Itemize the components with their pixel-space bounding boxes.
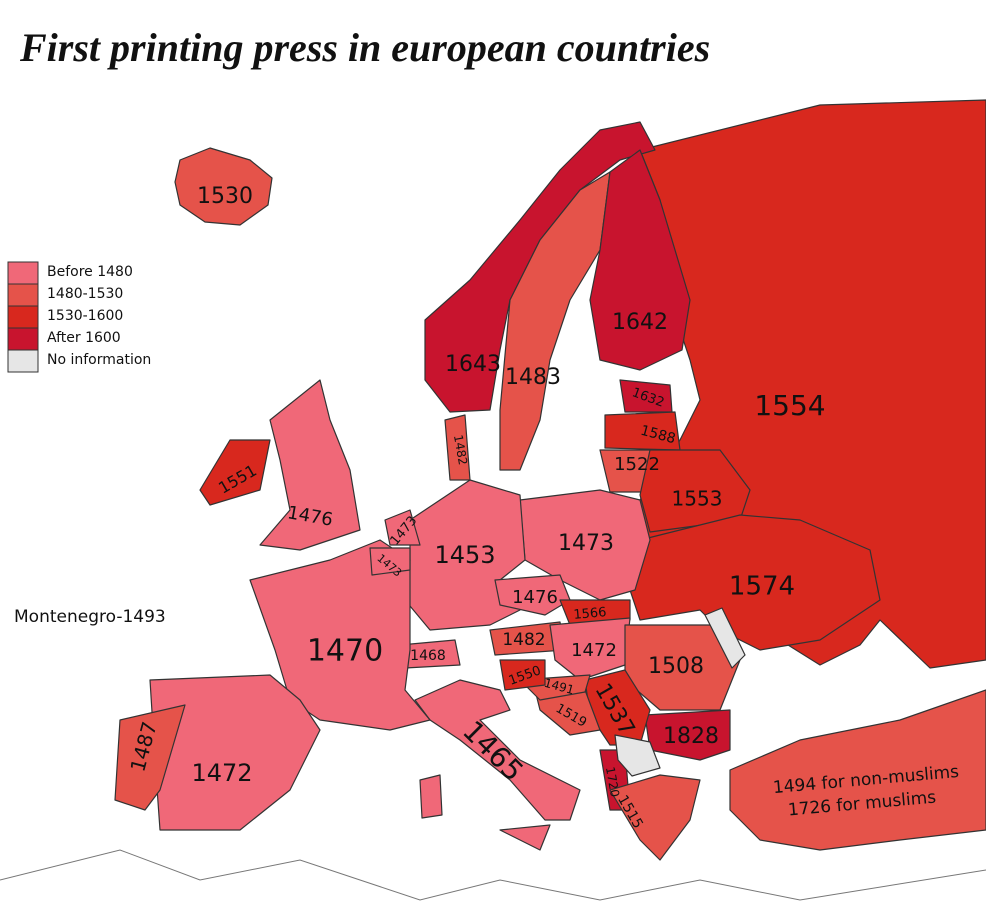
country bbox=[369, 547, 411, 576]
country-label: 1472 bbox=[191, 759, 252, 787]
country bbox=[114, 704, 186, 811]
country bbox=[589, 149, 691, 371]
country-label: 1522 bbox=[614, 454, 660, 475]
country-label: 1530 bbox=[197, 184, 253, 209]
country bbox=[499, 171, 611, 471]
title: First printing press in european countri… bbox=[19, 25, 710, 70]
legend-swatch bbox=[7, 261, 39, 285]
legend-swatch bbox=[7, 305, 39, 329]
legend-label: No information bbox=[47, 352, 151, 368]
country-label: 1720 bbox=[603, 766, 622, 799]
country-label: 1482 bbox=[502, 630, 545, 650]
country bbox=[549, 617, 631, 681]
country-label: 1473 bbox=[558, 531, 614, 556]
moldova bbox=[704, 607, 746, 669]
country bbox=[424, 121, 656, 413]
legend-swatch bbox=[7, 349, 39, 373]
legend-swatch bbox=[7, 283, 39, 307]
note: Montenegro-1493 bbox=[14, 607, 166, 627]
country-label: 1566 bbox=[573, 605, 607, 623]
country bbox=[444, 414, 471, 481]
country-label: 1476 bbox=[512, 587, 558, 608]
country bbox=[384, 509, 421, 546]
turkey bbox=[729, 689, 986, 851]
country-label: 1553 bbox=[672, 487, 723, 511]
legend: Before 1480 1480-1530 1530-1600 After 1600 N… bbox=[7, 261, 151, 373]
country-label: 1472 bbox=[571, 640, 617, 661]
no-information-areas bbox=[614, 607, 746, 777]
country bbox=[499, 659, 546, 691]
countries bbox=[114, 99, 986, 861]
coast-line bbox=[0, 849, 986, 901]
country-label: 1453 bbox=[434, 541, 495, 569]
country bbox=[494, 574, 571, 616]
legend-label: 1480-1530 bbox=[47, 286, 123, 302]
country bbox=[629, 514, 881, 651]
country-label: 1643 bbox=[445, 352, 501, 377]
country-label: 1828 bbox=[663, 724, 719, 749]
country-label: 1470 bbox=[307, 634, 383, 669]
legend-label: Before 1480 bbox=[47, 264, 133, 280]
country bbox=[259, 379, 361, 551]
country bbox=[609, 774, 701, 861]
country-label: 1554 bbox=[754, 389, 825, 422]
legend-label: 1530-1600 bbox=[47, 308, 123, 324]
macedonia-kosovo bbox=[614, 734, 661, 777]
country-label: 1508 bbox=[648, 654, 704, 679]
country bbox=[174, 147, 273, 226]
country bbox=[519, 489, 651, 601]
legend-swatch bbox=[7, 327, 39, 351]
country bbox=[199, 439, 271, 506]
country-label: 1574 bbox=[729, 572, 795, 602]
country-label: 1482 bbox=[451, 434, 470, 467]
country-label: 1483 bbox=[505, 365, 561, 390]
legend-label: After 1600 bbox=[47, 330, 121, 346]
country-label: 1642 bbox=[612, 310, 668, 335]
country bbox=[414, 679, 581, 851]
country-label: 1468 bbox=[410, 648, 446, 664]
